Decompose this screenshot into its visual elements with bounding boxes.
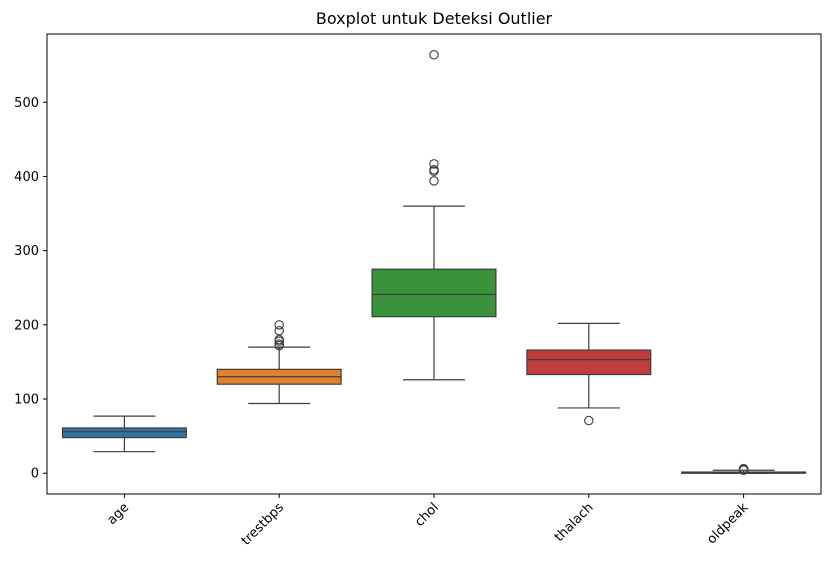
y-tick-label-200: 200 (14, 318, 39, 333)
box-thalach (526, 349, 652, 376)
x-tick-label-chol: chol (412, 500, 442, 530)
y-tick-label-300: 300 (14, 244, 39, 259)
box-age (61, 427, 187, 439)
outlier-chol-4 (429, 50, 439, 60)
outlier-thalach-0 (584, 415, 594, 426)
x-tick-label-thalach: thalach (552, 500, 597, 545)
x-tick-label-oldpeak: oldpeak (704, 500, 751, 547)
outlier-chol-0 (429, 176, 439, 186)
y-tick-label-100: 100 (14, 393, 39, 408)
chart-title: Boxplot untuk Deteksi Outlier (316, 9, 553, 28)
y-tick-label-400: 400 (14, 170, 39, 185)
y-tick-label-500: 500 (14, 96, 39, 111)
x-tick-label-trestbps: trestbps (239, 500, 287, 548)
outlier-oldpeak-3 (738, 463, 749, 474)
box-chol (371, 268, 497, 318)
outlier-trestbps-4 (274, 326, 284, 336)
outlier-trestbps-5 (274, 320, 284, 330)
y-tick-label-0: 0 (31, 467, 39, 482)
outlier-chol-3 (429, 159, 439, 169)
outlier-trestbps-1 (274, 339, 284, 349)
x-tick-label-age: age (104, 500, 132, 528)
outlier-chol-2 (429, 165, 439, 175)
plot-area: 0 100 200 300 400 500 age trestbps chol thalach ol… (14, 33, 822, 549)
